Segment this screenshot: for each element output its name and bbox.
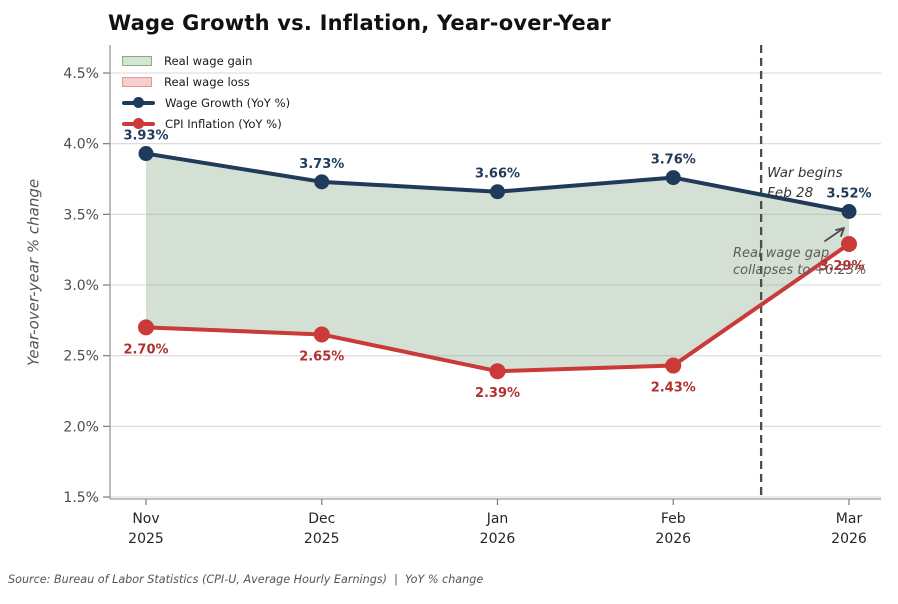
wage-point <box>314 174 330 190</box>
y-tick-label: 4.5% <box>63 66 99 82</box>
cpi-value-label: 2.39% <box>475 386 520 401</box>
y-tick-label: 1.5% <box>63 490 99 506</box>
y-axis-label: Year-over-year % change <box>24 178 43 367</box>
wage-value-label: 3.73% <box>299 157 344 172</box>
wage-value-label: 3.52% <box>826 187 871 202</box>
legend-item: Real wage gain <box>122 50 290 71</box>
cpi-value-label: 3.29% <box>819 259 864 274</box>
y-tick-label: 4.0% <box>63 137 99 153</box>
y-tick-label: 3.0% <box>63 278 99 294</box>
source-note: Source: Bureau of Labor Statistics (CPI-… <box>8 573 484 586</box>
legend-line-swatch-icon <box>122 117 155 130</box>
legend-label: CPI Inflation (YoY %) <box>165 116 282 131</box>
x-tick-label: Nov 2025 <box>128 511 164 547</box>
legend-label: Real wage loss <box>164 74 250 89</box>
legend-marker-icon <box>133 118 144 129</box>
wage-value-label: 3.93% <box>123 129 168 144</box>
cpi-point <box>489 363 506 380</box>
real-wage-gain-band <box>146 153 849 372</box>
x-tick-label: Jan 2026 <box>480 511 516 547</box>
gap-annotation: Real wage gap collapses to +0.23% <box>733 246 867 278</box>
x-tick-label: Dec 2025 <box>304 511 340 547</box>
gap-arrow-icon <box>824 227 845 242</box>
cpi-point <box>313 326 330 343</box>
y-tick-label: 3.5% <box>63 207 99 223</box>
legend: Real wage gain Real wage loss Wage Growth … <box>122 50 290 134</box>
cpi-value-label: 2.43% <box>651 381 696 396</box>
y-tick-label: 2.0% <box>63 419 99 435</box>
x-tick-label: Mar 2026 <box>831 511 867 547</box>
wage-point <box>665 170 681 186</box>
wage-point <box>138 146 154 162</box>
legend-patch-swatch-icon <box>122 76 152 87</box>
wage-point <box>490 184 505 200</box>
y-tick-label: 2.5% <box>63 349 99 365</box>
legend-item: Wage Growth (YoY %) <box>122 92 290 113</box>
wage-value-label: 3.66% <box>475 167 520 182</box>
legend-line-swatch-icon <box>122 96 155 109</box>
wage-point <box>841 204 857 220</box>
cpi-point <box>665 357 682 374</box>
legend-marker-icon <box>133 97 144 108</box>
legend-item: CPI Inflation (YoY %) <box>122 113 290 134</box>
legend-item: Real wage loss <box>122 71 290 92</box>
legend-label: Wage Growth (YoY %) <box>165 95 291 110</box>
legend-label: Real wage gain <box>164 53 253 68</box>
wage-value-label: 3.76% <box>651 153 696 168</box>
war-annotation: War begins Feb 28 <box>767 165 843 201</box>
cpi-point <box>138 319 154 336</box>
legend-patch-swatch-icon <box>122 55 152 66</box>
cpi-value-label: 2.65% <box>299 349 344 364</box>
cpi-point <box>841 236 857 253</box>
cpi-value-label: 2.70% <box>123 342 168 357</box>
x-tick-label: Feb 2026 <box>655 511 691 547</box>
chart-title: Wage Growth vs. Inflation, Year-over-Yea… <box>108 11 611 35</box>
